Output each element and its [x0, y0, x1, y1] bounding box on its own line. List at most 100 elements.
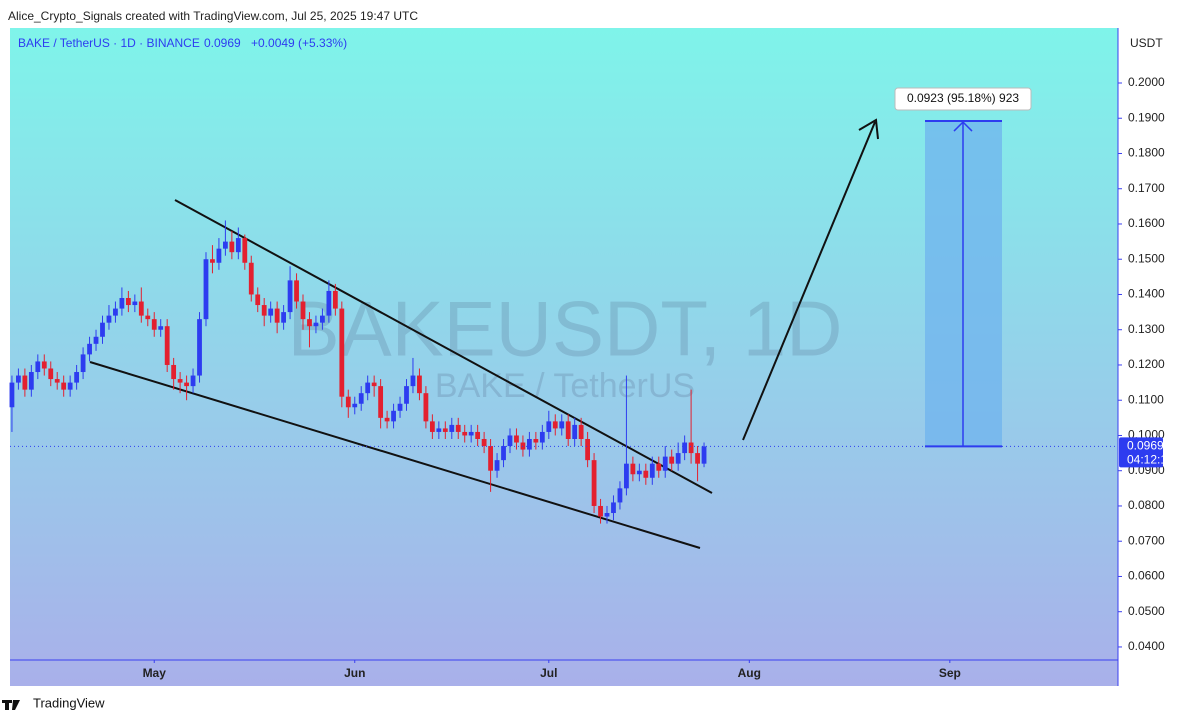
candle-body [552, 421, 558, 429]
candle-body [391, 410, 396, 422]
trendlines [89, 118, 879, 549]
candle-body [281, 312, 287, 323]
candle-body [210, 259, 215, 263]
candle-body [682, 442, 688, 454]
y-tick-label: 0.1200 [1128, 357, 1165, 371]
candle-body [313, 322, 319, 327]
last-price: 0.0969 [204, 36, 241, 50]
candle-body [624, 463, 629, 489]
y-tick-label: 0.1900 [1128, 110, 1165, 124]
candle-body [184, 382, 189, 387]
candle-body [287, 280, 293, 313]
candle-body [16, 375, 21, 383]
projection-label-box [894, 87, 1032, 111]
candle-body [397, 403, 403, 411]
candle-body [488, 446, 493, 471]
candle-body [138, 301, 144, 316]
candle-body [578, 424, 584, 439]
candle-body [688, 442, 694, 454]
countdown: 04:12:13 [1127, 453, 1174, 467]
y-tick-label: 0.1400 [1128, 287, 1165, 301]
price-label: 0.0969 [1127, 439, 1164, 453]
candle-body [48, 368, 54, 380]
projection-label: 0.0923 (95.18%) 923 [907, 91, 1019, 105]
candle-body [662, 456, 668, 471]
axis-unit: USDT [1130, 36, 1163, 50]
x-tick-label: Aug [738, 666, 761, 680]
logo [2, 700, 20, 710]
candle-body [119, 298, 125, 309]
lower-trendline [89, 361, 701, 549]
candle-body [22, 375, 28, 390]
projection-arrowhead [953, 120, 973, 132]
candle-body [9, 382, 15, 408]
y-tick-label: 0.1100 [1128, 392, 1164, 406]
candle-body [307, 319, 312, 327]
price-label-box [1119, 437, 1163, 468]
candle-body [630, 463, 636, 475]
candle-body [151, 319, 157, 330]
candle-body [61, 382, 67, 390]
candle-body [423, 393, 429, 422]
candle-body [449, 424, 455, 432]
candle-body [572, 424, 578, 439]
candle-body [125, 298, 131, 306]
candle-body [67, 382, 73, 390]
candle-body [93, 336, 99, 344]
candle-body [326, 290, 332, 316]
candle-body [539, 431, 545, 443]
candle-body [345, 396, 351, 408]
candle-body [436, 428, 442, 432]
candle-body [501, 446, 506, 461]
candle-body [533, 438, 539, 443]
candle-body [643, 470, 649, 478]
candle-body [100, 322, 105, 337]
y-tick-label: 0.0500 [1128, 604, 1165, 618]
candle-body [468, 431, 474, 436]
candle-body [611, 502, 616, 514]
watermark-sub: BAKE / TetherUS [435, 367, 695, 405]
candle-body [604, 513, 610, 517]
candle-body [675, 453, 681, 464]
candle-body [164, 326, 170, 365]
candle-body [332, 290, 338, 309]
candle-body [106, 315, 112, 323]
candle-body [371, 382, 377, 387]
x-tick-label: Sep [939, 666, 961, 680]
candle-body [649, 463, 655, 478]
candle-body [197, 319, 202, 376]
candle-body [300, 301, 306, 320]
candle-body [274, 308, 280, 323]
candle-body [190, 375, 196, 387]
candle-body [80, 354, 86, 373]
y-tick-label: 0.0400 [1128, 639, 1165, 653]
symbol-title: BAKE / TetherUS · 1D · BINANCE [18, 36, 200, 50]
candle-body [481, 438, 487, 447]
x-tick-label: Jun [344, 666, 365, 680]
y-tick-label: 0.0600 [1128, 569, 1165, 583]
plot: 0.04000.05000.06000.07000.08000.09000.10… [9, 75, 1174, 680]
candle-body [28, 372, 34, 390]
candle-body [378, 386, 384, 418]
watermark: BAKEUSDT, 1D [288, 285, 843, 373]
candle-body [171, 364, 177, 380]
candle-body [235, 238, 241, 253]
x-tick-label: May [143, 666, 167, 680]
candle-body [410, 375, 416, 387]
candle-body [617, 488, 623, 503]
candle-body [54, 379, 60, 383]
candle-body [636, 470, 642, 475]
candle-body [158, 326, 164, 330]
candle-body [598, 505, 603, 517]
candle-body [339, 308, 345, 397]
candle-body [222, 241, 228, 249]
forecast-arrow [742, 121, 876, 441]
y-tick-label: 0.2000 [1128, 75, 1165, 89]
candle-body [352, 403, 358, 408]
y-tick-label: 0.1300 [1128, 322, 1165, 336]
candle-body [320, 315, 325, 323]
candle-body [526, 438, 532, 450]
candle-body [455, 424, 461, 432]
candle-body [113, 308, 118, 316]
